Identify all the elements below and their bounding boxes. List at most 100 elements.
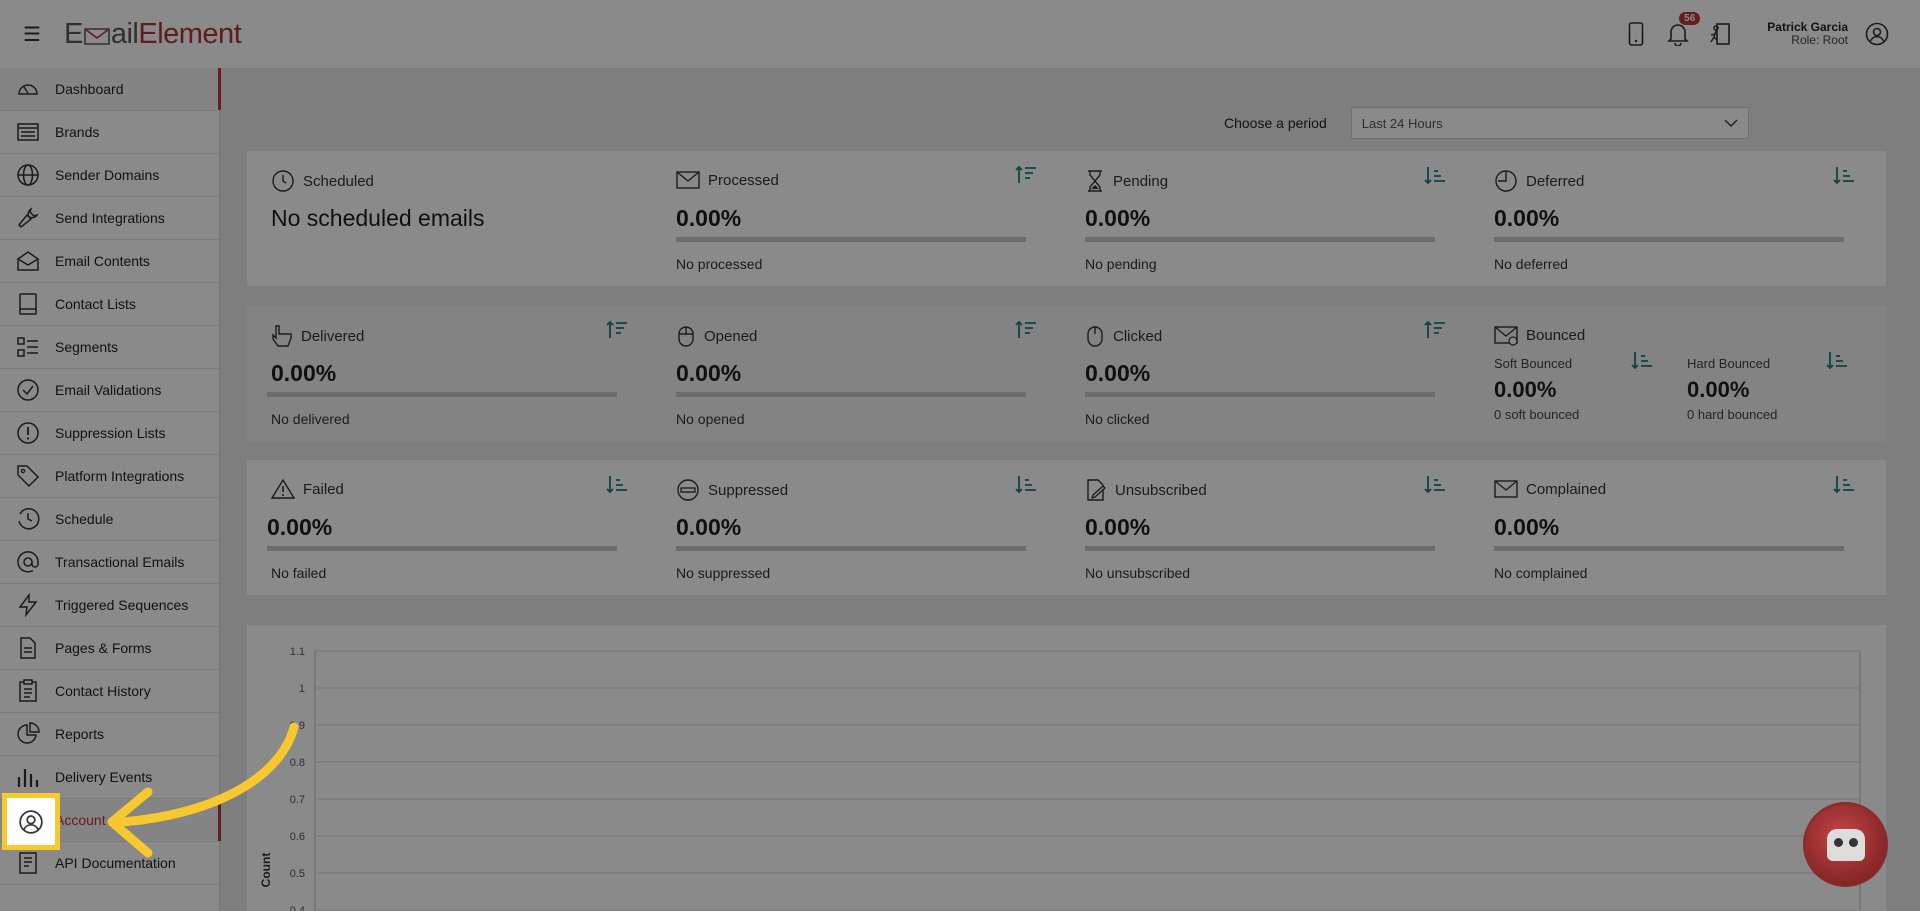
sidebar-nav: Dashboard Brands Sender Domains Send Int… [0, 68, 221, 911]
at-icon [0, 550, 55, 574]
chart-tick-label: 0.9 [290, 720, 305, 732]
sort-descending-icon[interactable] [1424, 165, 1446, 185]
hard-bounced-sub: 0 hard bounced [1687, 407, 1778, 422]
sort-descending-icon[interactable] [1015, 474, 1037, 494]
sidebar-item-label: Email Validations [55, 382, 162, 398]
stat-title: Delivered [301, 327, 365, 345]
stat-progress-bar [1085, 546, 1435, 551]
sidebar-item-label: Segments [55, 339, 119, 355]
stat-progress-bar [1494, 237, 1844, 242]
stat-progress-bar [1494, 546, 1844, 551]
sidebar-item-brands[interactable]: Brands [0, 111, 219, 154]
sidebar-item-label: Contact History [55, 683, 151, 699]
sidebar-item-email-contents[interactable]: Email Contents [0, 240, 219, 283]
stat-failed: Failed 0.00% No failed [247, 460, 656, 595]
sidebar-item-label: Pages & Forms [55, 640, 152, 656]
stat-clicked: Clicked 0.00% No clicked [1065, 306, 1474, 441]
sort-ascending-icon[interactable] [1015, 165, 1037, 185]
stat-title: Unsubscribed [1115, 481, 1207, 499]
sidebar-item-transactional-emails[interactable]: Transactional Emails [0, 541, 219, 584]
user-info[interactable]: Patrick Garcia Role: Root [1767, 21, 1848, 47]
hourglass-icon [1088, 170, 1102, 192]
chevron-down-icon [1724, 119, 1738, 127]
logo-text-ail: ail [110, 17, 139, 50]
chart-tick-label: 1.1 [290, 646, 305, 658]
sort-ascending-icon[interactable] [1015, 320, 1037, 340]
sort-descending-icon[interactable] [1833, 474, 1855, 494]
pie-chart-icon [0, 722, 55, 746]
sidebar-item-label: Schedule [55, 511, 114, 527]
sidebar-item-sender-domains[interactable]: Sender Domains [0, 154, 219, 197]
stat-progress-bar [676, 237, 1026, 242]
clock-icon [272, 170, 294, 192]
stat-progress-bar [676, 546, 1026, 551]
sidebar-item-dashboard[interactable]: Dashboard [0, 68, 221, 111]
bar-chart-icon [0, 765, 55, 789]
envelope-icon [676, 171, 700, 189]
chart-tick-label: 0.8 [290, 757, 305, 769]
robot-icon [1826, 828, 1865, 861]
stat-title: Suppressed [708, 481, 789, 499]
sidebar-item-label: Dashboard [55, 81, 124, 97]
stat-subtext: No opened [676, 411, 745, 427]
stat-value: 0.00% [676, 205, 742, 231]
soft-bounced-block: Soft Bounced 0.00% 0 soft bounced [1494, 356, 1579, 422]
globe-icon [0, 163, 55, 187]
sidebar-item-send-integrations[interactable]: Send Integrations [0, 197, 219, 240]
sidebar-item-contact-lists[interactable]: Contact Lists [0, 283, 219, 326]
sort-descending-icon[interactable] [1631, 350, 1653, 370]
soft-bounced-value: 0.00% [1494, 377, 1557, 402]
sort-descending-icon[interactable] [1826, 350, 1848, 370]
logo-text-e: E [64, 17, 83, 50]
stat-subtext: No delivered [271, 411, 350, 427]
stat-progress-bar [1085, 237, 1435, 242]
segments-icon [0, 335, 55, 359]
sidebar-item-schedule[interactable]: Schedule [0, 498, 219, 541]
sidebar-item-label: Triggered Sequences [55, 597, 189, 613]
period-dropdown[interactable]: Last 24 Hours [1350, 107, 1749, 139]
assistant-bot-button[interactable] [1803, 802, 1888, 887]
chart-tick-label: 0.7 [290, 794, 305, 806]
sidebar-item-suppression-lists[interactable]: Suppression Lists [0, 412, 219, 455]
sort-descending-icon[interactable] [1833, 165, 1855, 185]
count-chart: Count 1.1 1 0.9 0.8 0.7 0.6 0.5 0.4 [259, 646, 1861, 911]
stat-value: 0.00% [271, 360, 337, 386]
sidebar-item-pages-forms[interactable]: Pages & Forms [0, 627, 219, 670]
stat-value: 0.00% [1494, 205, 1560, 231]
stat-title: Clicked [1113, 327, 1163, 345]
sidebar-item-segments[interactable]: Segments [0, 326, 219, 369]
user-avatar-icon[interactable] [1864, 21, 1890, 47]
stats-row-1: Scheduled No scheduled emails Processed … [247, 151, 1886, 286]
sort-ascending-icon[interactable] [606, 320, 628, 340]
sidebar-item-triggered-sequences[interactable]: Triggered Sequences [0, 584, 219, 627]
exit-icon[interactable] [1707, 21, 1733, 47]
envelope-complaint-icon [1494, 480, 1518, 498]
soft-bounced-sub: 0 soft bounced [1494, 407, 1580, 422]
brands-icon [0, 120, 55, 144]
user-circle-icon [19, 809, 43, 834]
sidebar-item-contact-history[interactable]: Contact History [0, 670, 219, 713]
sort-ascending-icon[interactable] [1424, 320, 1446, 340]
stat-complained: Complained 0.00% No complained [1474, 460, 1883, 595]
stat-pending: Pending 0.00% No pending [1065, 151, 1474, 286]
sidebar-item-api-documentation[interactable]: API Documentation [0, 842, 219, 885]
logo-text-element: Element [138, 17, 242, 50]
sort-descending-icon[interactable] [1424, 474, 1446, 494]
sort-descending-icon[interactable] [606, 474, 628, 494]
stat-subtext: No failed [271, 565, 327, 581]
no-entry-icon [677, 479, 699, 501]
sidebar-item-platform-integrations[interactable]: Platform Integrations [0, 455, 219, 498]
stat-title: Scheduled [303, 172, 374, 190]
check-circle-icon [0, 378, 55, 402]
sidebar-item-label: Brands [55, 124, 100, 140]
highlight-account-icon[interactable] [2, 793, 60, 850]
app-logo[interactable]: E ail Element [64, 17, 242, 51]
bell-icon[interactable]: 56 [1665, 12, 1701, 47]
mobile-icon[interactable] [1623, 21, 1649, 47]
exclamation-circle-icon [0, 421, 55, 445]
menu-toggle-icon[interactable]: ☰ [23, 23, 41, 46]
soft-bounced-label: Soft Bounced [1494, 356, 1573, 371]
sidebar-item-label: Suppression Lists [55, 425, 166, 441]
sidebar-item-email-validations[interactable]: Email Validations [0, 369, 219, 412]
sidebar-item-reports[interactable]: Reports [0, 713, 219, 756]
